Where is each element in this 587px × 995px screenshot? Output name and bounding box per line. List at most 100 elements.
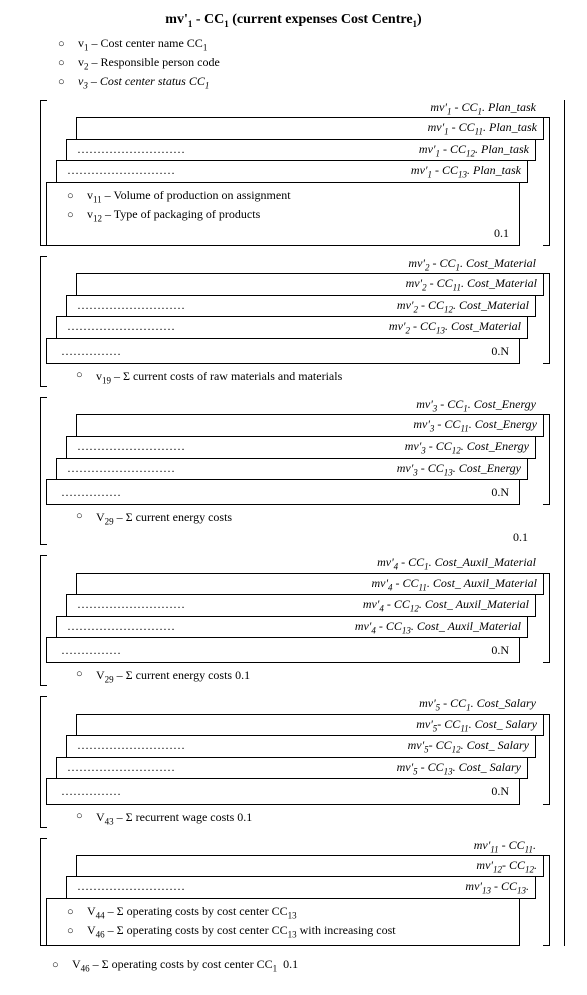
- stack-bracket: [543, 714, 550, 805]
- dots: ……………0.N: [61, 783, 509, 799]
- inner-box: ……………0.N: [46, 479, 520, 505]
- stack-layer: ………………………mv'1 - CC12. Plan_task: [66, 139, 536, 162]
- dots: ………………………: [67, 759, 175, 775]
- dots: ………………………: [77, 878, 185, 894]
- attribute-row: ○v19 – Σ current costs of raw materials …: [76, 368, 558, 387]
- dots: ………………………: [67, 318, 175, 334]
- attribute-text: v3 – Cost center status CC1: [78, 73, 209, 92]
- stack-layer: ………………………mv'2 - CC12. Cost_Material: [66, 295, 536, 318]
- stack-layer: ………………………mv'1 - CC13. Plan_task: [56, 160, 528, 183]
- section-title: mv'5 - CC1. Cost_Salary: [36, 696, 558, 712]
- bullet-icon: ○: [67, 924, 77, 939]
- section: mv'1 - CC1. Plan_taskmv'1 - CC11. Plan_t…: [36, 100, 558, 246]
- cardinality: 0.1: [76, 530, 558, 545]
- dots: ………………………: [77, 737, 185, 753]
- dots: ………………………: [77, 438, 185, 454]
- section: mv'3 - CC1. Cost_Energymv'3 - CC11. Cost…: [36, 397, 558, 545]
- attribute-row: ○ v3 – Cost center status CC1: [58, 73, 569, 92]
- stack-layer: mv'2 - CC11. Cost_Material: [76, 273, 544, 296]
- inner-box: ……………0.N: [46, 637, 520, 663]
- attribute-row: ○ v1 – Cost center name CC1: [58, 35, 569, 54]
- bullet-icon: ○: [58, 56, 68, 71]
- section: mv'2 - CC1. Cost_Materialmv'2 - CC11. Co…: [36, 256, 558, 387]
- stack-layer: ………………………mv'5 - CC13. Cost_ Salary: [56, 757, 528, 780]
- stack-layer: ………………………mv'4 - CC13. Cost_ Auxil_Materi…: [56, 616, 528, 639]
- bullet-icon: ○: [52, 958, 62, 973]
- layer-stack: mv'5- CC11. Cost_ Salary………………………mv'5- C…: [46, 714, 544, 805]
- attribute-text: v11 – Volume of production on assignment: [87, 187, 291, 206]
- inner-box: ○ v11 – Volume of production on assignmen…: [46, 182, 520, 246]
- section-title: mv'4 - CC1. Cost_Auxil_Material: [36, 555, 558, 571]
- section-footer: ○ V29 – Σ current energy costs 0.1: [76, 509, 558, 545]
- grand-footer-text: V46 – Σ operating costs by cost center C…: [72, 956, 298, 975]
- attribute-row: ○ V29 – Σ current energy costs: [76, 509, 558, 528]
- attribute-text: v2 – Responsible person code: [78, 54, 220, 73]
- stack-layer: ………………………mv'3 - CC12. Cost_Energy: [66, 436, 536, 459]
- attribute-row: ○ V46 – Σ operating costs by cost center …: [67, 922, 509, 941]
- attribute-text: V29 – Σ current energy costs: [96, 509, 232, 528]
- attribute-text: v12 – Type of packaging of products: [87, 206, 260, 225]
- section-title: mv'1 - CC1. Plan_task: [36, 100, 558, 116]
- stack-layer: mv'3 - CC11. Cost_Energy: [76, 414, 544, 437]
- dots: ……………0.N: [61, 484, 509, 500]
- section-title: mv'3 - CC1. Cost_Energy: [36, 397, 558, 413]
- grand-footer: ○ V46 – Σ operating costs by cost center…: [52, 956, 569, 975]
- dots: ……………0.N: [61, 343, 509, 359]
- bullet-icon: ○: [76, 809, 86, 824]
- bullet-icon: ○: [76, 509, 86, 524]
- cardinality: 0.1: [61, 225, 509, 241]
- dots: ……………0.N: [61, 642, 509, 658]
- section: mv'4 - CC1. Cost_Auxil_Material mv'4 - CC…: [36, 555, 558, 686]
- attribute-text: V46 – Σ operating costs by cost center C…: [87, 922, 396, 941]
- bullet-icon: ○: [76, 667, 86, 682]
- bullet-icon: ○: [67, 189, 77, 204]
- bullet-icon: ○: [67, 208, 77, 223]
- bullet-icon: ○: [58, 75, 68, 90]
- layer-stack: mv'2 - CC11. Cost_Material………………………mv'2 …: [46, 273, 544, 364]
- section-footer: ○ V29 – Σ current energy costs 0.1: [76, 667, 558, 686]
- section: mv'5 - CC1. Cost_Salary mv'5- CC11. Cost_…: [36, 696, 558, 827]
- layer-stack: mv'4 - CC11. Cost_ Auxil_Material……………………: [46, 573, 544, 664]
- attribute-row: ○ V44 – Σ operating costs by cost center …: [67, 903, 509, 922]
- stack-bracket: [543, 573, 550, 664]
- stack-layer: mv'5- CC11. Cost_ Salary: [76, 714, 544, 737]
- dots: ………………………: [77, 596, 185, 612]
- bullet-icon: ○: [67, 905, 77, 920]
- stack-layer: mv'4 - CC11. Cost_ Auxil_Material: [76, 573, 544, 596]
- stack-layer: mv'12- CC12.: [76, 855, 544, 878]
- attribute-row: ○ V29 – Σ current energy costs 0.1: [76, 667, 558, 686]
- attribute-text: V29 – Σ current energy costs 0.1: [96, 667, 250, 686]
- layer-stack: mv'1 - CC11. Plan_task………………………mv'1 - CC…: [46, 117, 544, 246]
- stack-bracket: [543, 117, 550, 246]
- layer-stack: mv'12- CC12.………………………mv'13 - CC13. ○ V44 –…: [46, 855, 544, 946]
- section-title: mv'2 - CC1. Cost_Material: [36, 256, 558, 272]
- dots: ………………………: [77, 297, 185, 313]
- layer-stack: mv'3 - CC11. Cost_Energy………………………mv'3 - …: [46, 414, 544, 505]
- outer-bracket: mv'1 - CC1. Plan_taskmv'1 - CC11. Plan_t…: [18, 100, 565, 946]
- stack-layer: ………………………mv'2 - CC13. Cost_Material: [56, 316, 528, 339]
- diagram-title: mv'1 - CC1 (current expenses Cost Centre…: [18, 12, 569, 29]
- dots: ………………………: [67, 618, 175, 634]
- dots: ………………………: [67, 162, 175, 178]
- attribute-row: ○ v11 – Volume of production on assignmen…: [67, 187, 509, 206]
- attribute-row: ○V43 – Σ recurrent wage costs 0.1: [76, 809, 558, 828]
- stack-layer: ………………………mv'4 - CC12. Cost_ Auxil_Materi…: [66, 594, 536, 617]
- stack-layer: ………………………mv'13 - CC13.: [66, 876, 536, 899]
- stack-layer: ………………………mv'3 - CC13. Cost_Energy: [56, 458, 528, 481]
- attribute-row: ○ v12 – Type of packaging of products: [67, 206, 509, 225]
- attribute-text: V44 – Σ operating costs by cost center C…: [87, 903, 297, 922]
- section: mv'11 - CC11.mv'12- CC12.………………………mv'13 …: [36, 838, 558, 946]
- dots: ………………………: [67, 460, 175, 476]
- bullet-icon: ○: [58, 37, 68, 52]
- attribute-row: ○ v2 – Responsible person code: [58, 54, 569, 73]
- attribute-text: v1 – Cost center name CC1: [78, 35, 207, 54]
- bullet-icon: ○: [76, 368, 86, 383]
- inner-box: ○ V44 – Σ operating costs by cost center …: [46, 898, 520, 946]
- inner-box: ……………0.N: [46, 338, 520, 364]
- dots: ………………………: [77, 141, 185, 157]
- stack-bracket: [543, 855, 550, 946]
- section-footer: ○v19 – Σ current costs of raw materials …: [76, 368, 558, 387]
- section-footer: ○V43 – Σ recurrent wage costs 0.1: [76, 809, 558, 828]
- section-title: mv'11 - CC11.: [36, 838, 558, 854]
- top-attribute-list: ○ v1 – Cost center name CC1 ○ v2 – Responsi…: [58, 35, 569, 92]
